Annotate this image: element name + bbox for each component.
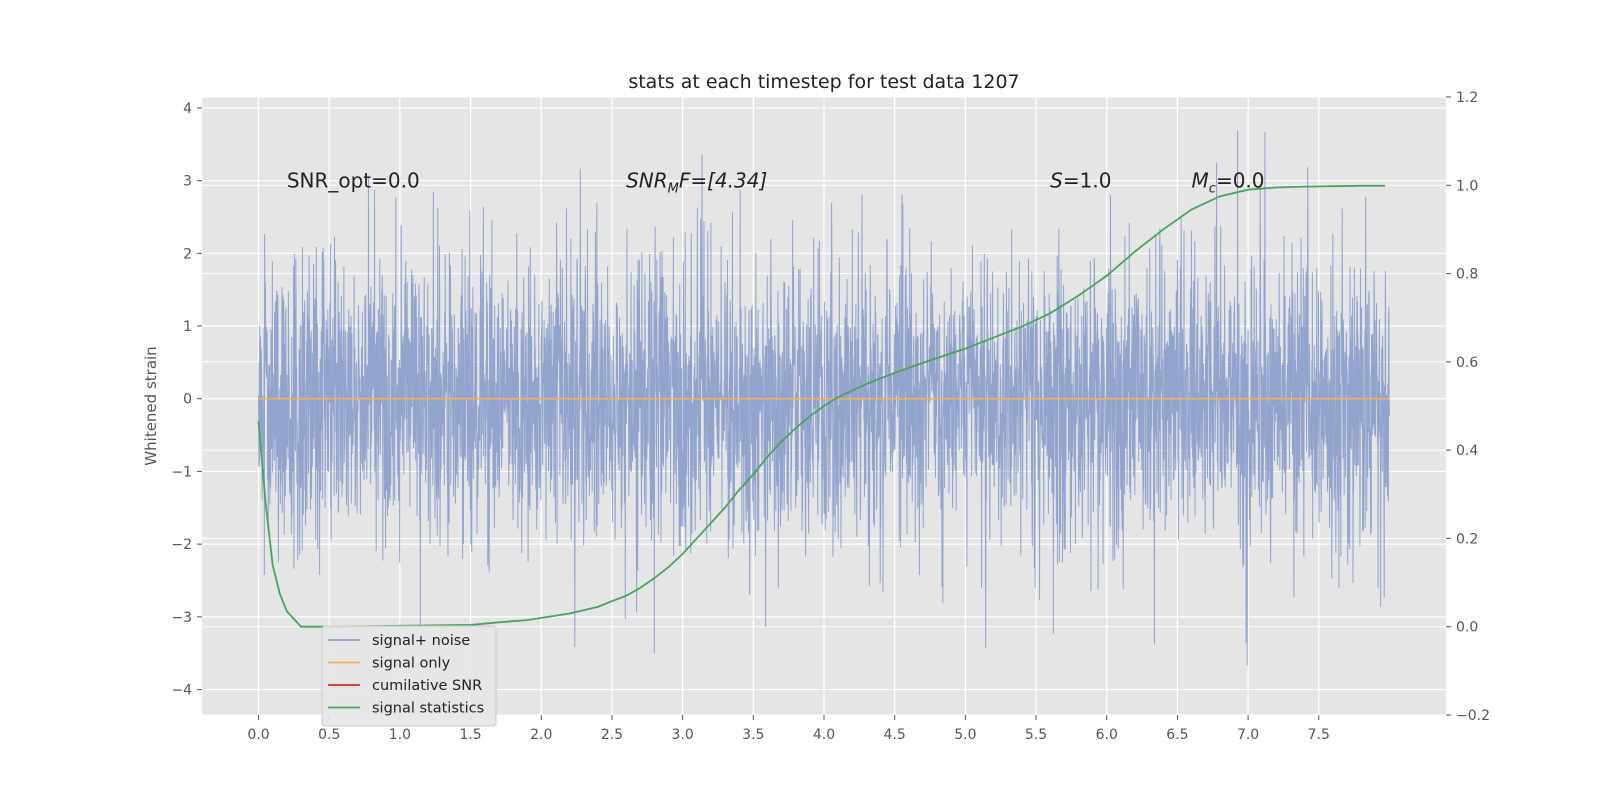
y2-tick-label: 1.2	[1456, 90, 1478, 106]
legend-label: signal statistics	[372, 701, 484, 717]
legend-label: signal only	[372, 656, 451, 672]
x-tick-label: 6.0	[1096, 727, 1118, 743]
y-tick-label: 1	[183, 319, 192, 335]
x-tick-label: 3.0	[672, 727, 694, 743]
noise-trace	[258, 130, 1390, 666]
y2-tick-label: 0.6	[1456, 355, 1478, 371]
annotation-value: =1.0	[1063, 169, 1112, 193]
y-tick-label: 4	[183, 101, 192, 117]
y2-tick-label: 0.4	[1456, 443, 1478, 459]
x-tick-label: 2.0	[530, 727, 552, 743]
chart-title: stats at each timestep for test data 120…	[628, 71, 1019, 93]
y2-tick-label: −0.2	[1456, 708, 1490, 724]
y2-tick-label: 0.2	[1456, 531, 1478, 547]
y-tick-label: −2	[171, 537, 192, 553]
x-tick-label: 5.5	[1025, 727, 1047, 743]
x-tick-label: 1.5	[459, 727, 481, 743]
annotation-main: S	[1050, 169, 1063, 193]
x-tick-label: 4.0	[813, 727, 835, 743]
y2-tick-label: 1.0	[1456, 178, 1478, 194]
annotation-subscript: M	[668, 182, 679, 197]
x-tick-label: 2.5	[601, 727, 623, 743]
y-tick-label: −4	[171, 683, 192, 699]
annotation-main: SNR_opt=0.0	[287, 169, 420, 193]
legend: signal+ noise signal only cumilative SNR si…	[321, 625, 497, 727]
y-axis-label: Whitened strain	[142, 346, 160, 465]
annotation: Mc=0.0	[1192, 169, 1265, 197]
annotation: SNRMF=[4.34]	[626, 169, 767, 197]
x-tick-label: 1.0	[389, 727, 411, 743]
y-tick-label: −3	[171, 610, 192, 626]
x-tick-label: 7.5	[1308, 727, 1330, 743]
annotation-subscript: c	[1209, 182, 1216, 197]
annotation: SNR_opt=0.0	[287, 169, 420, 193]
annotation-value: F=[4.34]	[679, 169, 767, 193]
annotation-value: =0.0	[1216, 169, 1265, 193]
y-axis-ticks: 4 3 2 1 0 −1 −2 −3 −4	[171, 101, 202, 699]
x-tick-label: 4.5	[884, 727, 906, 743]
annotations: SNR_opt=0.0 SNRMF=[4.34] S=1.0 Mc=0.0	[287, 169, 1265, 197]
x-axis-ticks: 0.0 0.5 1.0 1.5 2.0 2.5 3.0 3.5 4.0 4.5 5.0 5.5 6.0 6…	[247, 715, 1330, 743]
y2-tick-label: 0.0	[1456, 620, 1478, 636]
x-tick-label: 5.0	[954, 727, 976, 743]
y-tick-label: 3	[183, 174, 192, 190]
legend-label: cumilative SNR	[372, 678, 482, 694]
x-tick-label: 0.5	[318, 727, 340, 743]
annotation: S=1.0	[1050, 169, 1111, 193]
y-tick-label: 0	[183, 392, 192, 408]
y-tick-label: 2	[183, 246, 192, 262]
y2-tick-label: 0.8	[1456, 267, 1478, 283]
y2-axis-ticks: 1.2 1.0 0.8 0.6 0.4 0.2 0.0 −0.2	[1446, 90, 1490, 724]
series-signal-statistics	[257, 184, 1386, 628]
legend-box	[321, 625, 497, 727]
annotation-main: M	[1192, 169, 1209, 193]
series-signal-plus-noise	[258, 130, 1390, 666]
x-tick-label: 7.0	[1237, 727, 1259, 743]
legend-label: signal+ noise	[372, 633, 470, 649]
y-tick-label: −1	[171, 464, 192, 480]
x-tick-label: 0.0	[247, 727, 269, 743]
annotation-main: SNR	[626, 169, 668, 193]
x-tick-label: 6.5	[1166, 727, 1188, 743]
x-tick-label: 3.5	[742, 727, 764, 743]
